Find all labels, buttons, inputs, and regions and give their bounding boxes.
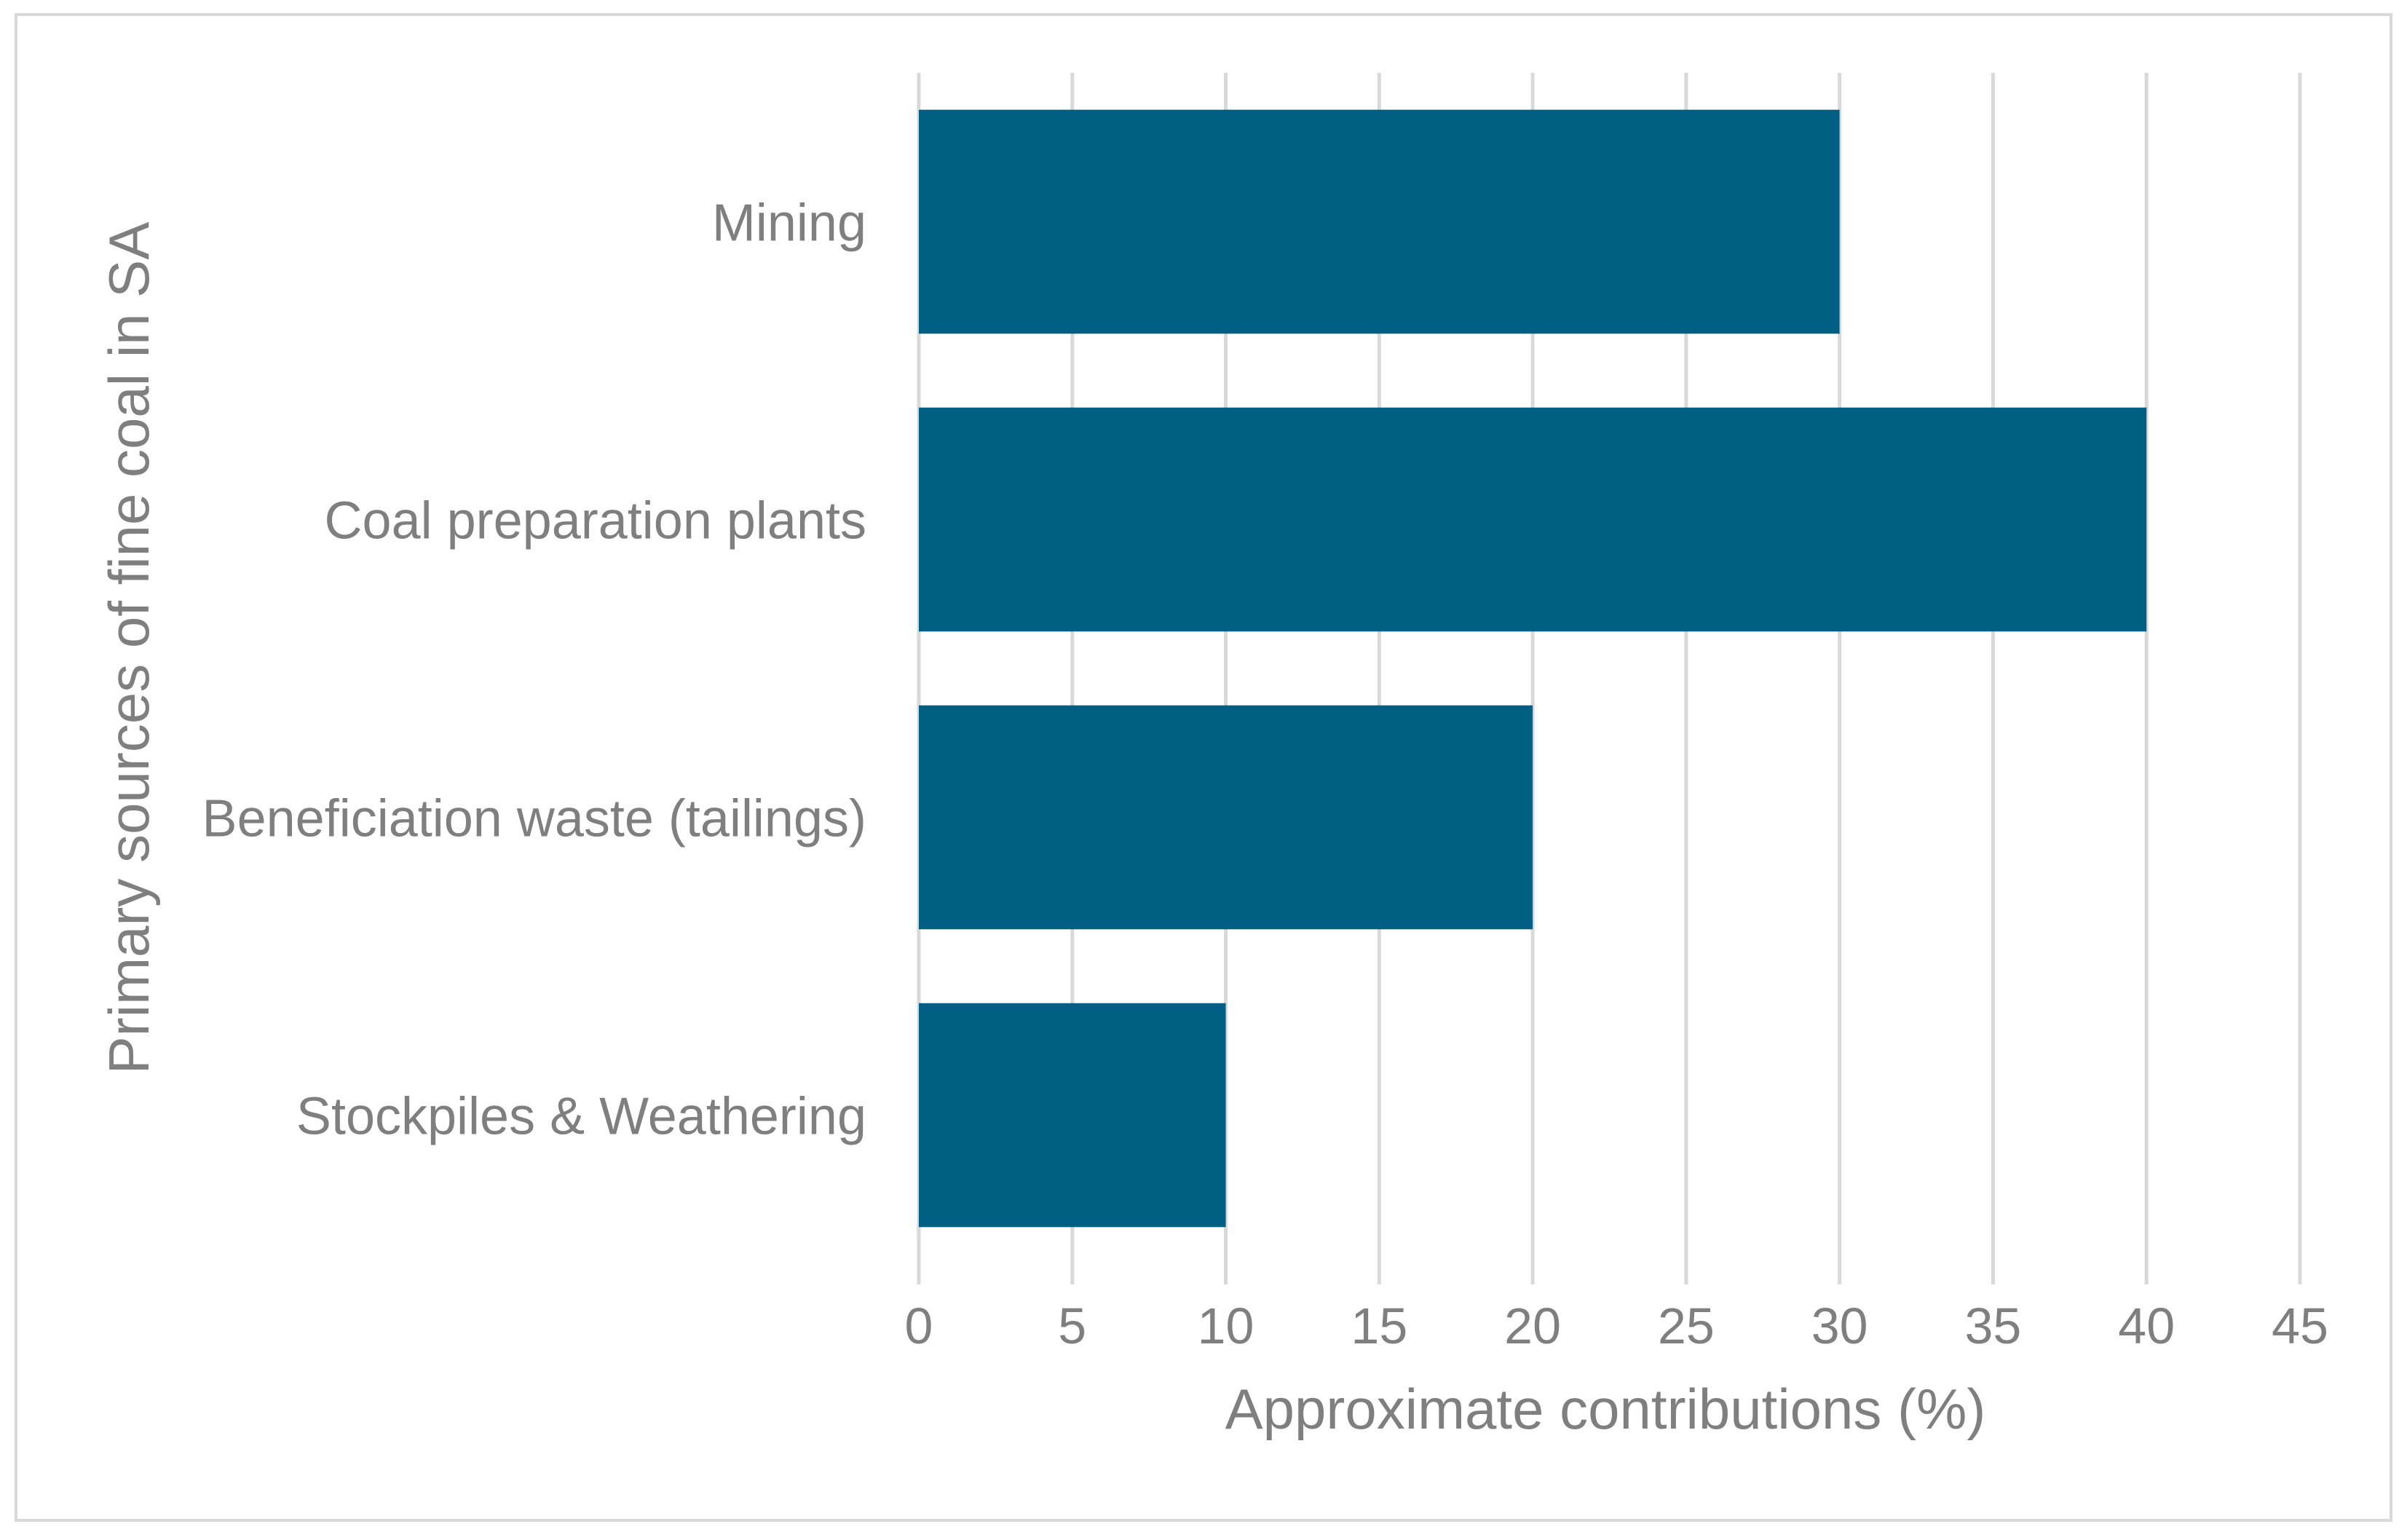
x-tick-label: 10 — [1198, 1298, 1254, 1354]
y-axis-title: Primary sources of fine coal in SA — [97, 222, 161, 1074]
x-tick-label: 20 — [1504, 1298, 1561, 1354]
category-label: Stockpiles & Weathering — [296, 1088, 866, 1146]
x-tick-label: 30 — [1811, 1298, 1868, 1354]
bar-beneficiation-waste-tailings — [919, 705, 1533, 930]
x-tick-label: 0 — [905, 1298, 933, 1354]
x-tick-labels: 0 5 10 15 20 25 30 35 40 45 — [905, 1298, 2328, 1354]
x-tick-label: 35 — [1965, 1298, 2022, 1354]
x-tick-label: 45 — [2272, 1298, 2328, 1354]
x-tick-label: 25 — [1658, 1298, 1715, 1354]
x-tick-label: 15 — [1351, 1298, 1407, 1354]
bar-stockpiles-weathering — [919, 1003, 1226, 1228]
x-tick-label: 5 — [1058, 1298, 1086, 1354]
x-tick-label: 40 — [2118, 1298, 2175, 1354]
category-label: Beneficiation waste (tailings) — [202, 790, 866, 848]
category-label: Coal preparation plants — [325, 492, 866, 550]
bar-mining — [919, 109, 1840, 334]
bar-coal-preparation-plants — [919, 407, 2147, 632]
bars — [919, 109, 2147, 1228]
category-label: Mining — [712, 194, 866, 253]
category-labels: Mining Coal preparation plants Beneficiati… — [202, 194, 866, 1146]
x-axis-title: Approximate contributions (%) — [1225, 1377, 1986, 1441]
